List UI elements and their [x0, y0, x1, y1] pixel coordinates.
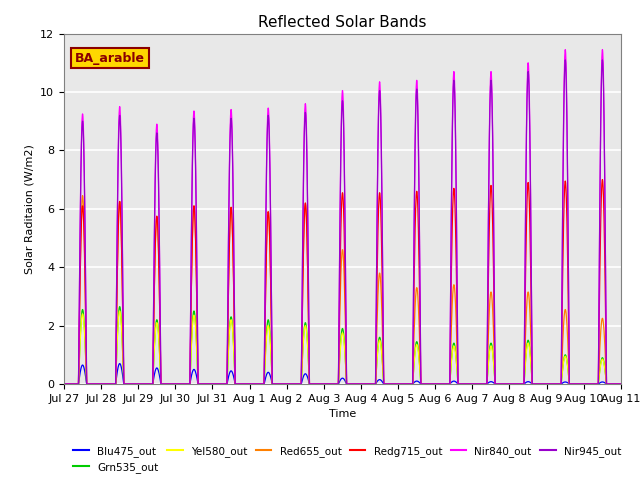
Nir840_out: [182, 381, 189, 387]
Red655_out: [182, 381, 189, 387]
Nir840_out: [527, 290, 535, 296]
Redg715_out: [437, 381, 445, 387]
Blu475_out: [563, 380, 571, 385]
Grn535_out: [438, 381, 445, 387]
Red655_out: [528, 361, 536, 367]
Line: Yel580_out: Yel580_out: [64, 311, 640, 384]
Nir945_out: [563, 152, 571, 158]
Blu475_out: [116, 360, 124, 366]
Redg715_out: [182, 381, 189, 387]
Yel580_out: [490, 363, 498, 369]
Nir945_out: [437, 381, 445, 387]
X-axis label: Time: Time: [329, 409, 356, 419]
Line: Nir840_out: Nir840_out: [64, 49, 640, 384]
Red655_out: [79, 193, 86, 199]
Line: Redg715_out: Redg715_out: [64, 180, 640, 384]
Redg715_out: [563, 228, 571, 233]
Nir840_out: [561, 47, 569, 52]
Title: Reflected Solar Bands: Reflected Solar Bands: [258, 15, 427, 30]
Y-axis label: Solar Raditaion (W/m2): Solar Raditaion (W/m2): [24, 144, 35, 274]
Grn535_out: [563, 360, 571, 366]
Yel580_out: [438, 381, 445, 387]
Redg715_out: [490, 274, 497, 279]
Nir945_out: [527, 293, 535, 299]
Nir840_out: [60, 381, 68, 387]
Line: Red655_out: Red655_out: [64, 196, 640, 384]
Blu475_out: [60, 381, 68, 387]
Grn535_out: [60, 381, 68, 387]
Text: BA_arable: BA_arable: [75, 52, 145, 65]
Grn535_out: [116, 304, 124, 310]
Red655_out: [438, 381, 445, 387]
Grn535_out: [528, 372, 536, 378]
Redg715_out: [527, 324, 535, 330]
Yel580_out: [60, 381, 68, 387]
Blu475_out: [490, 380, 498, 386]
Redg715_out: [60, 381, 68, 387]
Legend: Blu475_out, Grn535_out, Yel580_out, Red655_out, Redg715_out, Nir840_out, Nir945_: Blu475_out, Grn535_out, Yel580_out, Red6…: [69, 442, 625, 477]
Blu475_out: [182, 381, 189, 387]
Yel580_out: [116, 308, 124, 314]
Nir840_out: [563, 144, 571, 150]
Nir945_out: [490, 217, 497, 223]
Yel580_out: [182, 381, 189, 387]
Nir945_out: [60, 381, 68, 387]
Line: Nir945_out: Nir945_out: [64, 60, 640, 384]
Redg715_out: [598, 177, 606, 182]
Nir840_out: [490, 212, 497, 218]
Line: Grn535_out: Grn535_out: [64, 307, 640, 384]
Red655_out: [60, 381, 68, 387]
Red655_out: [490, 337, 498, 343]
Red655_out: [563, 328, 571, 334]
Grn535_out: [182, 381, 189, 387]
Nir840_out: [437, 381, 445, 387]
Grn535_out: [490, 361, 498, 367]
Nir945_out: [182, 381, 189, 387]
Yel580_out: [528, 372, 536, 378]
Yel580_out: [563, 361, 571, 367]
Blu475_out: [528, 381, 536, 386]
Blu475_out: [438, 381, 445, 387]
Nir945_out: [561, 57, 569, 63]
Line: Blu475_out: Blu475_out: [64, 363, 640, 384]
